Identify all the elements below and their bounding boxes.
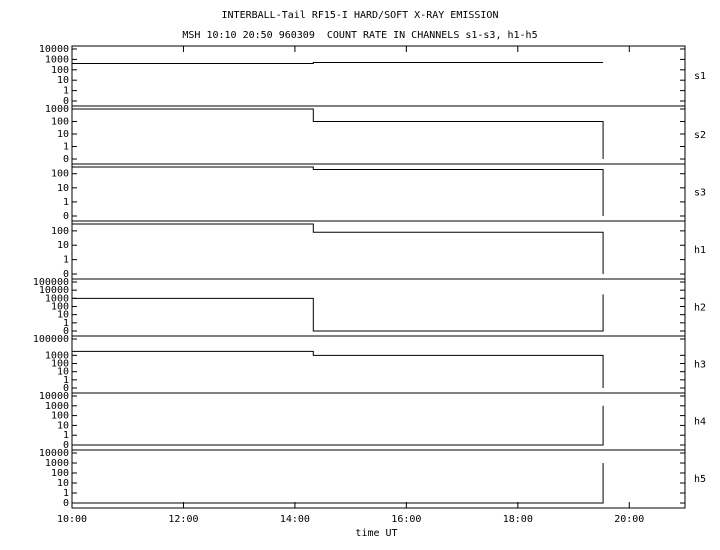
x-tick-label: 16:00 xyxy=(391,514,421,525)
y-tick-label: 1000 xyxy=(45,104,69,115)
y-tick-label: 1 xyxy=(63,86,69,97)
data-line xyxy=(72,223,604,274)
x-tick-label: 12:00 xyxy=(168,514,198,525)
y-tick-label: 100 xyxy=(51,117,69,128)
panel-frame xyxy=(71,163,686,222)
panel-label: h2 xyxy=(694,303,706,314)
panel-frame xyxy=(71,45,686,107)
y-tick-label: 100000 xyxy=(33,277,69,288)
y-tick-label: 10 xyxy=(57,420,69,431)
panel-label: h3 xyxy=(694,360,706,371)
data-line xyxy=(72,463,604,504)
y-tick-label: 10000 xyxy=(39,448,69,459)
chart-subtitle: MSH 10:10 20:50 960309 COUNT RATE IN CHA… xyxy=(182,30,537,41)
y-tick-label: 100000 xyxy=(33,334,69,345)
panel-label: s2 xyxy=(694,130,706,141)
panel-label: h1 xyxy=(694,245,706,256)
y-tick-label: 1000 xyxy=(45,54,69,65)
panel-label: h5 xyxy=(694,474,706,485)
y-tick-label: 10 xyxy=(57,367,69,378)
y-tick-label: 100 xyxy=(51,65,69,76)
y-tick-label: 0 xyxy=(63,440,69,451)
y-tick-label: 10 xyxy=(57,240,69,251)
x-tick-label: 10:00 xyxy=(57,514,87,525)
y-tick-label: 1 xyxy=(63,318,69,329)
y-tick-label: 0 xyxy=(63,154,69,165)
data-line xyxy=(72,350,604,388)
y-tick-label: 100 xyxy=(51,169,69,180)
y-tick-label: 10 xyxy=(57,75,69,86)
y-tick-label: 10 xyxy=(57,310,69,321)
y-tick-label: 1 xyxy=(63,488,69,499)
chart-title: INTERBALL-Tail RF15-I HARD/SOFT X-RAY EM… xyxy=(222,10,499,21)
y-tick-label: 1 xyxy=(63,430,69,441)
panel-frame xyxy=(71,220,686,280)
panel-frame xyxy=(71,335,686,394)
y-tick-label: 0 xyxy=(63,96,69,107)
panel-frame xyxy=(71,449,686,509)
y-tick-label: 0 xyxy=(63,211,69,222)
y-tick-label: 10000 xyxy=(39,391,69,402)
y-tick-label: 1 xyxy=(63,375,69,386)
y-tick-label: 10 xyxy=(57,183,69,194)
panel-label: h4 xyxy=(694,417,706,428)
y-tick-label: 0 xyxy=(63,383,69,394)
y-tick-label: 1000 xyxy=(45,458,69,469)
y-tick-label: 1 xyxy=(63,142,69,153)
y-tick-label: 0 xyxy=(63,326,69,337)
y-tick-label: 1000 xyxy=(45,293,69,304)
x-axis-label: time UT xyxy=(355,528,397,539)
y-tick-label: 100 xyxy=(51,411,69,422)
x-tick-label: 18:00 xyxy=(503,514,533,525)
panel-label: s1 xyxy=(694,71,706,82)
y-tick-label: 100 xyxy=(51,226,69,237)
data-line xyxy=(72,294,604,332)
y-tick-label: 100 xyxy=(51,359,69,370)
y-tick-label: 10 xyxy=(57,129,69,140)
y-tick-label: 1000 xyxy=(45,401,69,412)
x-tick-label: 14:00 xyxy=(280,514,310,525)
y-tick-label: 100 xyxy=(51,468,69,479)
y-tick-label: 0 xyxy=(63,269,69,280)
y-tick-label: 10 xyxy=(57,478,69,489)
data-line xyxy=(72,108,604,159)
y-tick-label: 1000 xyxy=(45,350,69,361)
y-tick-label: 1 xyxy=(63,255,69,266)
y-tick-label: 1 xyxy=(63,197,69,208)
y-tick-label: 10000 xyxy=(39,44,69,55)
panel-frame xyxy=(71,392,686,451)
panel-frame xyxy=(71,105,686,165)
y-tick-label: 0 xyxy=(63,498,69,509)
data-line xyxy=(72,166,604,216)
y-tick-label: 10000 xyxy=(39,285,69,296)
y-tick-label: 100 xyxy=(51,302,69,313)
data-line xyxy=(72,405,604,446)
panel-frame xyxy=(71,278,686,337)
panel-label: s3 xyxy=(694,188,706,199)
x-tick-label: 20:00 xyxy=(614,514,644,525)
data-line xyxy=(72,62,604,65)
